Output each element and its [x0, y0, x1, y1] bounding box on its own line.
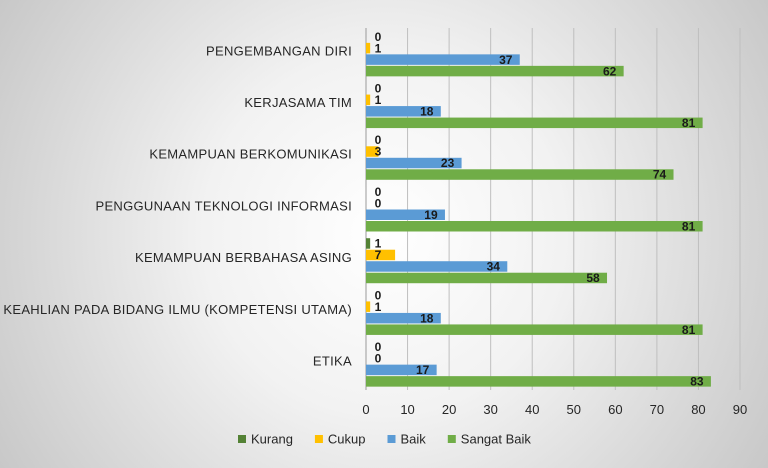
data-label: 18	[420, 311, 434, 325]
bar-sangat-baik	[366, 272, 608, 284]
data-label: 0	[375, 185, 382, 199]
category-label: PENGEMBANGAN DIRI	[206, 43, 352, 58]
legend-label: Baik	[401, 431, 427, 446]
bar-cukup	[366, 94, 371, 106]
x-tick-label: 60	[608, 402, 622, 417]
data-label: 1	[375, 300, 382, 314]
data-label: 58	[586, 271, 600, 285]
data-label: 81	[682, 116, 696, 130]
bar-sangat-baik	[366, 324, 703, 335]
bar-sangat-baik	[366, 376, 711, 387]
x-tick-label: 50	[567, 402, 581, 417]
bar-cukup	[366, 42, 371, 54]
data-label: 1	[375, 237, 382, 251]
x-tick-label: 0	[362, 402, 369, 417]
x-tick-label: 20	[442, 402, 456, 417]
data-label: 0	[375, 81, 382, 95]
bar-sangat-baik	[366, 221, 703, 232]
data-label: 23	[441, 156, 455, 170]
data-label: 74	[653, 168, 667, 182]
data-label: 18	[420, 104, 434, 118]
bar-baik	[366, 364, 437, 376]
data-label: 0	[375, 30, 382, 44]
category-label: KEAHLIAN PADA BIDANG ILMU (KOMPETENSI UT…	[3, 302, 352, 317]
data-label: 34	[487, 260, 501, 274]
x-axis-ticks: 0 10 20 30 40 50 60 70 80 90	[362, 402, 747, 417]
category-label: ETIKA	[313, 354, 352, 369]
x-tick-label: 90	[733, 402, 747, 417]
bar-cukup	[366, 146, 379, 157]
data-label: 1	[375, 93, 382, 107]
category-label: KERJASAMA TIM	[244, 95, 352, 110]
bar-sangat-baik	[366, 65, 624, 77]
data-label: 37	[499, 53, 513, 67]
data-label: 17	[416, 363, 430, 377]
bar-cukup	[366, 249, 396, 261]
category-label: KEMAMPUAN BERBAHASA ASING	[135, 250, 352, 265]
legend-swatch	[447, 435, 456, 443]
data-label: 0	[375, 196, 382, 210]
legend-swatch	[238, 435, 246, 443]
legend-label: Kurang	[251, 431, 293, 446]
data-label: 81	[682, 323, 696, 337]
data-label: 62	[603, 64, 617, 78]
category-labels: PENGEMBANGAN DIRI KERJASAMA TIM KEMAMPUAN …	[3, 43, 352, 369]
x-tick-label: 80	[691, 402, 705, 417]
bar-sangat-baik	[366, 169, 674, 180]
bar-kurang	[366, 238, 371, 249]
bar-baik	[366, 209, 445, 220]
legend-label: Sangat Baik	[461, 431, 532, 446]
bar-sangat-baik	[366, 117, 703, 129]
x-tick-label: 40	[525, 402, 539, 417]
data-label: 0	[375, 133, 382, 147]
category-label: KEMAMPUAN BERKOMUNIKASI	[149, 147, 352, 162]
bar-baik	[366, 54, 520, 65]
bar-baik	[366, 157, 462, 169]
x-tick-label: 70	[650, 402, 664, 417]
bar-cukup	[366, 301, 371, 312]
data-label: 0	[375, 340, 382, 354]
data-label: 3	[375, 145, 382, 159]
data-label: 83	[690, 375, 704, 389]
value-labels: 0137620118810323740019811734580118810017…	[375, 30, 704, 389]
x-tick-label: 10	[400, 402, 414, 417]
data-label: 0	[375, 288, 382, 302]
bar-baik	[366, 312, 441, 324]
data-label: 81	[682, 219, 696, 233]
legend: Kurang Cukup Baik Sangat Baik	[238, 431, 531, 446]
bar-baik	[366, 106, 441, 117]
bar-baik	[366, 261, 508, 272]
legend-label: Cukup	[328, 431, 366, 446]
data-label: 1	[375, 41, 382, 55]
data-label: 19	[424, 208, 438, 222]
x-tick-label: 30	[483, 402, 497, 417]
legend-swatch	[314, 435, 323, 443]
gridlines	[365, 28, 741, 390]
category-label: PENGGUNAAN TEKNOLOGI INFORMASI	[95, 198, 352, 213]
data-label: 0	[375, 352, 382, 366]
legend-swatch	[387, 435, 396, 443]
data-label: 7	[375, 248, 382, 262]
bars	[366, 42, 711, 387]
